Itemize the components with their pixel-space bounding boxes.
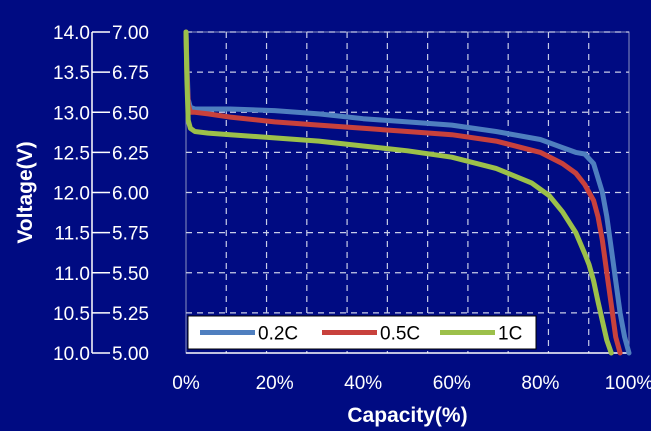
y-tick-label-left: 13.5 <box>53 63 90 84</box>
y-tick-label-right: 5.75 <box>112 224 149 245</box>
x-axis-label: Capacity(%) <box>347 404 467 427</box>
x-tick-label: 20% <box>256 373 294 394</box>
legend-label-0.5C: 0.5C <box>380 324 420 345</box>
y-tick-label-left: 10.5 <box>53 304 90 325</box>
x-tick-label: 60% <box>433 373 471 394</box>
legend-label-0.2C: 0.2C <box>258 324 298 345</box>
y-tick-label-left: 10.0 <box>53 344 90 365</box>
x-tick-label: 0% <box>172 373 200 394</box>
x-tick-label: 80% <box>521 373 559 394</box>
legend: 0.2C 0.5C 1C <box>187 315 537 350</box>
y-tick-label-right: 6.25 <box>112 143 149 164</box>
y-tick-label-left: 12.0 <box>53 184 90 205</box>
y-tick-label-right: 6.00 <box>112 184 149 205</box>
y-tick-label-left: 11.5 <box>54 224 90 245</box>
x-tick-label: 100% <box>605 373 651 394</box>
y-tick-label-left: 11.0 <box>54 264 90 285</box>
series-line-0.5C <box>183 29 623 356</box>
series-lines <box>183 29 632 356</box>
axes: 14.0 7.00 13.5 6.75 13.0 6.50 12.5 6.25 12.0 6.00… <box>53 23 651 394</box>
y-tick-label-right: 5.25 <box>112 304 149 325</box>
series-line-1C <box>183 29 614 356</box>
y-tick-label-left: 12.5 <box>53 143 90 164</box>
y-tick-label-right: 5.00 <box>112 344 149 365</box>
y-tick-label-right: 5.50 <box>112 264 149 285</box>
legend-label-1C: 1C <box>498 324 522 345</box>
y-tick-label-left: 13.0 <box>53 103 90 124</box>
y-tick-label-right: 6.50 <box>112 103 149 124</box>
series-line-0.2C <box>183 29 632 356</box>
y-tick-label-left: 14.0 <box>53 23 90 44</box>
y-tick-label-right: 6.75 <box>112 63 149 84</box>
y-tick-label-right: 7.00 <box>112 23 149 44</box>
x-tick-label: 40% <box>344 373 382 394</box>
y-axis-label: Voltage(V) <box>14 141 37 243</box>
